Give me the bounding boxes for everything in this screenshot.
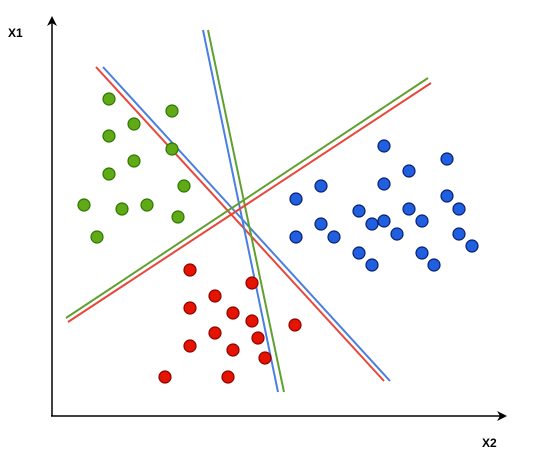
blue-point — [365, 258, 379, 272]
blue-point — [452, 202, 466, 216]
blue-point — [314, 179, 328, 193]
red-point — [288, 318, 302, 332]
blue-point — [465, 239, 479, 253]
green-point — [127, 117, 141, 131]
red-point — [183, 301, 197, 315]
green-steep — [207, 29, 285, 393]
blue-point — [440, 152, 454, 166]
blue-point — [377, 177, 391, 191]
green-point — [177, 179, 191, 193]
blue-point — [415, 246, 429, 260]
blue-point — [402, 164, 416, 178]
red-point — [158, 370, 172, 384]
green-point — [165, 142, 179, 156]
green-point — [115, 202, 129, 216]
blue-point — [377, 214, 391, 228]
blue-point — [390, 227, 404, 241]
blue-point — [289, 192, 303, 206]
points — [77, 92, 479, 384]
red-point — [245, 276, 259, 290]
green-point — [171, 210, 185, 224]
green-point — [90, 230, 104, 244]
blue-point — [377, 139, 391, 153]
red-point — [226, 306, 240, 320]
blue-point — [352, 204, 366, 218]
green-point — [127, 154, 141, 168]
green-point — [102, 167, 116, 181]
green-point — [165, 104, 179, 118]
red-point — [208, 289, 222, 303]
red-diagonal — [95, 66, 385, 382]
red-point — [251, 331, 265, 345]
x-axis-label: X2 — [482, 436, 497, 450]
red-point — [221, 370, 235, 384]
red-point — [245, 314, 259, 328]
blue-point — [289, 230, 303, 244]
red-point — [226, 343, 240, 357]
blue-diagonal — [102, 66, 391, 382]
blue-point — [327, 230, 341, 244]
blue-point — [440, 189, 454, 203]
green-shallow — [65, 77, 429, 319]
blue-point — [402, 202, 416, 216]
blue-point — [365, 217, 379, 231]
red-shallow — [67, 82, 432, 323]
red-point — [183, 263, 197, 277]
blue-point — [314, 217, 328, 231]
y-axis-label: X1 — [8, 26, 23, 40]
green-point — [140, 198, 154, 212]
blue-point — [415, 214, 429, 228]
green-point — [77, 198, 91, 212]
red-point — [208, 326, 222, 340]
separators — [65, 29, 432, 393]
green-point — [102, 92, 116, 106]
blue-point — [352, 246, 366, 260]
green-point — [102, 129, 116, 143]
blue-steep — [202, 29, 279, 393]
red-point — [258, 351, 272, 365]
blue-point — [427, 258, 441, 272]
blue-point — [452, 227, 466, 241]
red-point — [183, 339, 197, 353]
